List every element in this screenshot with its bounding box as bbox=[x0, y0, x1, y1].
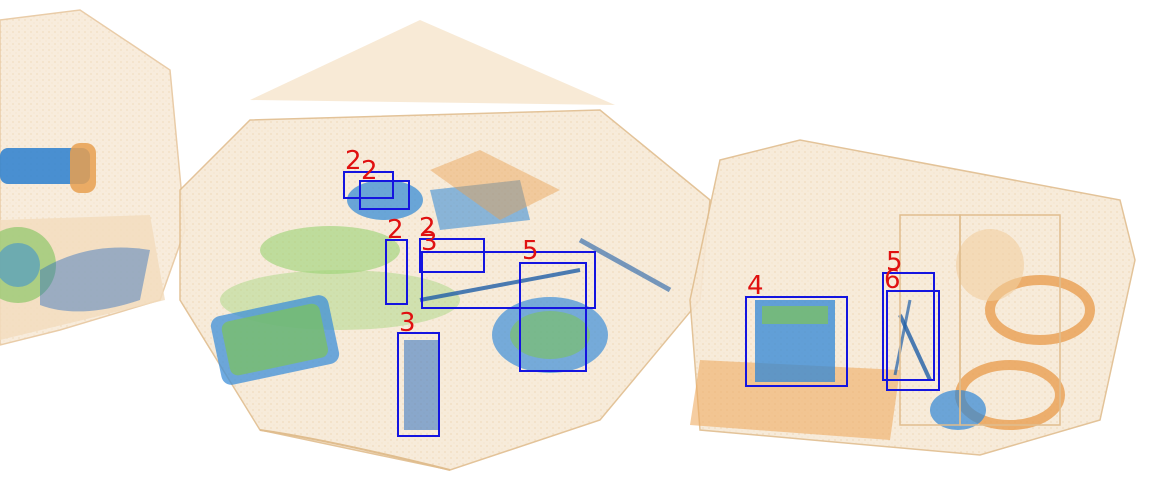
detection-box bbox=[882, 272, 935, 381]
detection-box bbox=[886, 290, 940, 391]
detection-box bbox=[745, 296, 848, 387]
detection-label: 3 bbox=[399, 308, 416, 338]
detection-label: 6 bbox=[884, 265, 901, 295]
detection-label: 2 bbox=[345, 146, 362, 176]
middle-bag bbox=[179, 20, 711, 471]
detection-label: 2 bbox=[419, 213, 436, 243]
detection-label: 2 bbox=[361, 156, 378, 186]
detection-box bbox=[397, 332, 440, 437]
detection-box bbox=[385, 239, 408, 305]
detection-box bbox=[419, 238, 485, 273]
detection-box bbox=[421, 251, 596, 309]
detection-box bbox=[359, 180, 410, 210]
detection-label: 3 bbox=[421, 227, 438, 257]
detection-box bbox=[519, 262, 587, 372]
left-bag bbox=[0, 9, 186, 346]
detection-label: 5 bbox=[886, 247, 903, 277]
detection-label: 2 bbox=[387, 215, 404, 245]
detection-label: 5 bbox=[522, 236, 539, 266]
detection-box bbox=[343, 171, 394, 199]
detection-label: 4 bbox=[747, 271, 764, 301]
